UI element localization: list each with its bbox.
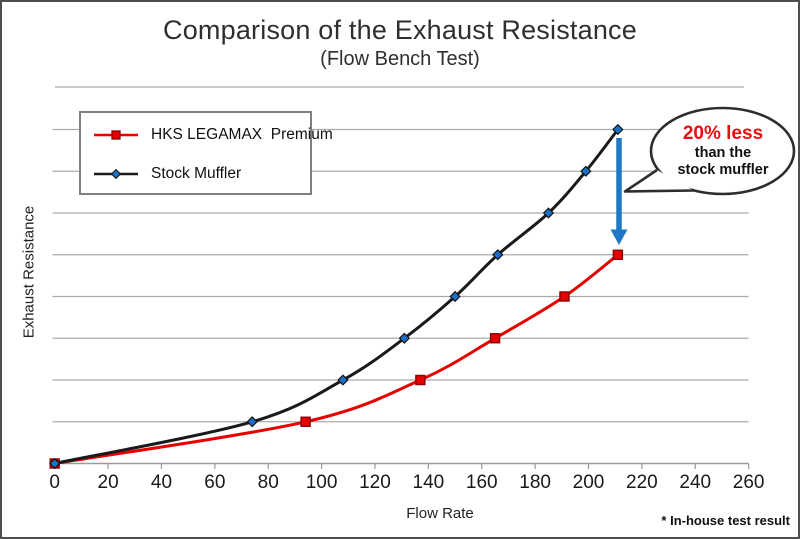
diamond-marker: [542, 207, 555, 219]
callout-highlight-text: 20% less: [682, 123, 764, 144]
x-tick-label: 100: [305, 472, 338, 493]
down-arrow: [610, 138, 628, 245]
diamond-marker: [449, 290, 461, 303]
diamond-marker: [337, 374, 349, 386]
x-tick-label: 240: [679, 472, 712, 493]
legend-swatch-diamond: [94, 168, 138, 180]
x-tick-label: 160: [465, 472, 498, 493]
callout-text-line3: stock muffler: [677, 162, 769, 178]
down-arrow-head: [610, 229, 628, 245]
footnote: * In-house test result: [661, 513, 790, 528]
x-axis-label: Flow Rate: [406, 505, 474, 522]
speech-bubble-body: [649, 106, 796, 196]
stock-curve: [53, 128, 620, 465]
x-tick-label: 140: [412, 472, 445, 493]
x-tick-label: 200: [572, 472, 605, 493]
diamond-marker: [612, 123, 624, 136]
stock-markers: [49, 123, 624, 470]
speech-bubble: [623, 106, 796, 196]
legend-swatch-square: [94, 130, 138, 140]
square-marker: [415, 374, 426, 386]
diamond-marker: [580, 165, 592, 177]
square-marker: [559, 291, 570, 302]
x-tick-label: 40: [150, 472, 173, 493]
y-axis-label: Exhaust Resistance: [20, 205, 38, 339]
speech-bubble-tail: [623, 168, 695, 193]
legend: HKS LEGAMAX Premium Stock Muffler: [79, 111, 333, 195]
x-tick-label: 180: [519, 472, 551, 493]
square-marker: [300, 416, 311, 427]
chart-subtitle: (Flow Bench Test): [320, 48, 480, 70]
x-tick-label: 20: [97, 472, 119, 493]
square-marker: [489, 333, 501, 344]
x-tick-label: 220: [626, 472, 658, 493]
diamond-marker: [49, 457, 61, 470]
x-tick-label: 120: [359, 472, 391, 493]
legend-label: Stock Muffler: [151, 165, 242, 182]
legend-item: HKS LEGAMAX Premium: [92, 125, 333, 145]
diamond-marker: [492, 249, 504, 261]
x-tick-label: 80: [257, 472, 279, 493]
hks-markers: [49, 249, 624, 469]
diamond-marker: [398, 332, 410, 344]
x-tick-label: 60: [204, 472, 226, 493]
diamond-marker: [246, 416, 258, 428]
legend-label: HKS LEGAMAX Premium: [151, 126, 333, 143]
callout-text: 20% less than the stock muffler: [658, 122, 788, 179]
hks-curve: [53, 253, 620, 465]
callout-text-line2: than the: [694, 145, 752, 161]
x-tick-label: 0: [49, 472, 60, 493]
legend-item: Stock Muffler: [92, 164, 241, 184]
square-marker: [612, 249, 624, 260]
x-tick-label: 260: [732, 472, 765, 493]
square-marker: [111, 130, 121, 140]
chart-title: Comparison of the Exhaust Resistance: [163, 15, 637, 45]
diamond-marker: [110, 168, 122, 180]
x-axis: [52, 462, 750, 469]
